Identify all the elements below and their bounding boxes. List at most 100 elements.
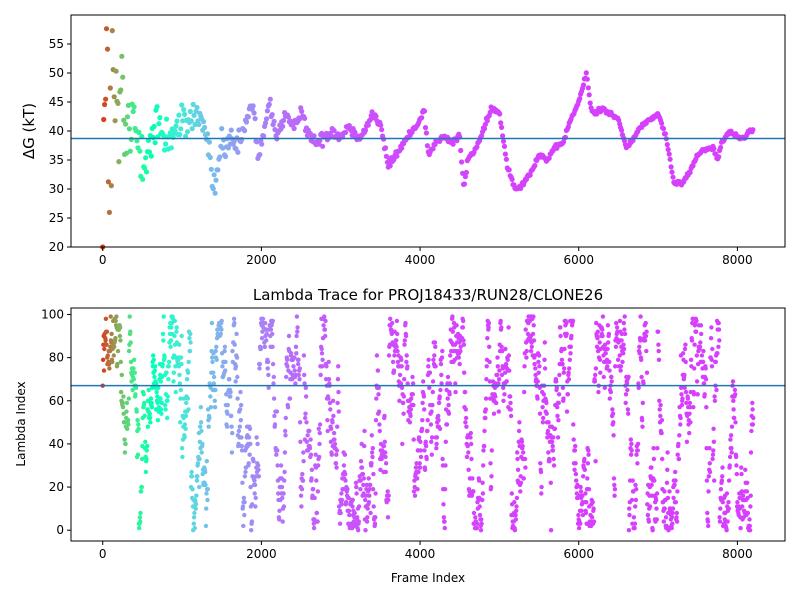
lambda-point xyxy=(438,361,444,367)
lambda-point xyxy=(154,381,159,386)
lambda-point xyxy=(540,420,546,425)
lambda-point xyxy=(664,480,670,485)
lambda-point xyxy=(370,454,375,460)
lambda-point xyxy=(729,446,734,451)
lambda-point xyxy=(401,394,407,399)
lambda-point xyxy=(242,512,247,518)
lambda-point xyxy=(650,528,655,533)
lambda-point xyxy=(206,424,211,429)
delta-g-point xyxy=(180,118,186,124)
lambda-point xyxy=(538,469,544,475)
y-tick-label: 80 xyxy=(49,351,64,365)
lambda-point xyxy=(448,353,453,358)
lambda-point xyxy=(292,355,297,360)
lambda-point xyxy=(682,346,688,352)
lambda-point xyxy=(749,428,754,434)
lambda-point xyxy=(691,405,696,410)
lambda-point xyxy=(555,413,560,419)
lambda-point xyxy=(482,428,487,434)
lambda-point xyxy=(582,456,587,462)
lambda-point xyxy=(484,377,489,382)
delta-g-point xyxy=(102,101,108,108)
lambda-point xyxy=(707,446,712,451)
lambda-point xyxy=(158,407,164,412)
lambda-point xyxy=(378,467,383,472)
delta-g-point xyxy=(687,169,693,176)
lambda-point xyxy=(401,411,406,416)
lambda-point xyxy=(404,359,409,365)
lambda-point xyxy=(720,500,725,505)
lambda-point xyxy=(236,441,241,447)
lambda-point xyxy=(600,327,605,332)
delta-g-point xyxy=(163,116,170,122)
lambda-point xyxy=(335,377,341,382)
lambda-point xyxy=(674,515,679,520)
lambda-point xyxy=(439,381,444,386)
y-tick-label: 50 xyxy=(49,66,64,80)
delta-g-point xyxy=(454,138,460,144)
lambda-point xyxy=(564,409,570,414)
delta-g-point xyxy=(532,162,538,169)
lambda-point xyxy=(214,357,219,362)
lambda-point xyxy=(600,314,606,319)
lambda-point xyxy=(531,323,536,328)
lambda-point xyxy=(405,364,410,369)
lambda-point xyxy=(195,461,201,466)
lambda-point xyxy=(532,353,538,358)
lambda-point xyxy=(621,351,626,356)
lambda-point xyxy=(508,394,513,399)
delta-g-point xyxy=(111,94,117,100)
lambda-point xyxy=(564,331,569,337)
lambda-point xyxy=(639,357,644,362)
lambda-point xyxy=(627,512,632,518)
delta-g-y-axis-label: ΔG (kT) xyxy=(20,103,38,159)
lambda-point xyxy=(390,359,396,365)
delta-g-point xyxy=(285,114,291,120)
lambda-point xyxy=(437,426,443,431)
lambda-point xyxy=(524,348,529,354)
lambda-point xyxy=(352,510,357,516)
delta-g-point xyxy=(527,172,533,178)
lambda-point xyxy=(207,415,212,421)
lambda-point xyxy=(710,456,715,462)
lambda-point xyxy=(649,465,654,470)
lambda-point xyxy=(662,489,667,494)
lambda-point xyxy=(640,424,645,429)
lambda-point xyxy=(737,495,742,501)
lambda-point xyxy=(128,359,134,365)
lambda-point xyxy=(485,336,490,341)
lambda-point xyxy=(249,519,255,524)
lambda-point xyxy=(118,325,123,330)
lambda-points xyxy=(100,314,756,533)
lambda-point xyxy=(122,420,127,425)
lambda-point xyxy=(152,364,158,369)
delta-g-point xyxy=(163,141,169,147)
lambda-point xyxy=(488,484,494,490)
delta-g-point xyxy=(189,126,195,132)
lambda-point xyxy=(710,452,716,457)
lambda-point xyxy=(568,344,573,349)
lambda-point xyxy=(159,411,164,416)
lambda-point xyxy=(559,357,565,362)
lambda-point xyxy=(636,381,641,386)
lambda-point xyxy=(411,489,417,494)
lambda-point xyxy=(442,519,447,524)
delta-g-point xyxy=(120,74,126,80)
lambda-point xyxy=(113,336,118,341)
lambda-point xyxy=(530,331,536,337)
lambda-point xyxy=(751,415,756,421)
lambda-point xyxy=(179,333,184,339)
lambda-point xyxy=(410,381,416,386)
lambda-point xyxy=(410,392,415,397)
lambda-point xyxy=(263,320,268,326)
lambda-point xyxy=(123,441,128,447)
delta-g-point xyxy=(577,96,583,102)
delta-g-point xyxy=(150,134,156,141)
lambda-point xyxy=(277,517,282,522)
lambda-point xyxy=(640,418,645,423)
lambda-point xyxy=(478,528,484,533)
lambda-point xyxy=(204,506,209,511)
delta-g-point xyxy=(190,101,196,107)
lambda-point xyxy=(240,504,246,509)
lambda-point xyxy=(425,418,430,423)
